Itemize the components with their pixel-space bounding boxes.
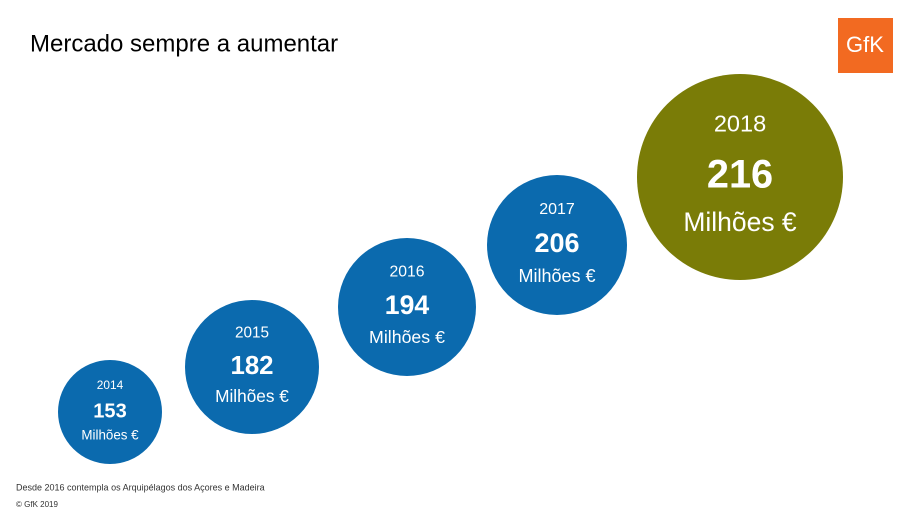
logo: GfK xyxy=(846,32,884,57)
footnote: Desde 2016 contempla os Arquipélagos dos… xyxy=(16,482,265,492)
chart-title: Mercado sempre a aumentar xyxy=(30,30,338,57)
bubble-value: 182 xyxy=(230,352,273,380)
bubble-unit: Milhões € xyxy=(81,427,139,442)
bubble xyxy=(637,74,843,280)
bubble-year: 2017 xyxy=(539,201,575,218)
bubble-year: 2018 xyxy=(714,111,766,137)
bubble-value: 194 xyxy=(385,290,430,320)
bubble-year: 2015 xyxy=(235,325,269,342)
bubble-unit: Milhões € xyxy=(215,386,289,406)
bubble xyxy=(185,300,319,434)
bubble xyxy=(58,360,162,464)
bubble xyxy=(338,238,476,376)
copyright: © GfK 2019 xyxy=(16,500,58,509)
bubble-unit: Milhões € xyxy=(518,266,595,286)
bubble-unit: Milhões € xyxy=(683,207,797,237)
bubble-year: 2014 xyxy=(97,378,124,392)
bubble-unit: Milhões € xyxy=(369,327,445,347)
bubble-year: 2016 xyxy=(389,264,424,281)
bubble-value: 206 xyxy=(534,228,579,258)
bubble xyxy=(487,175,627,315)
logo-box xyxy=(838,18,893,73)
bubble-value: 153 xyxy=(93,400,126,422)
bubble-value: 216 xyxy=(707,153,773,197)
